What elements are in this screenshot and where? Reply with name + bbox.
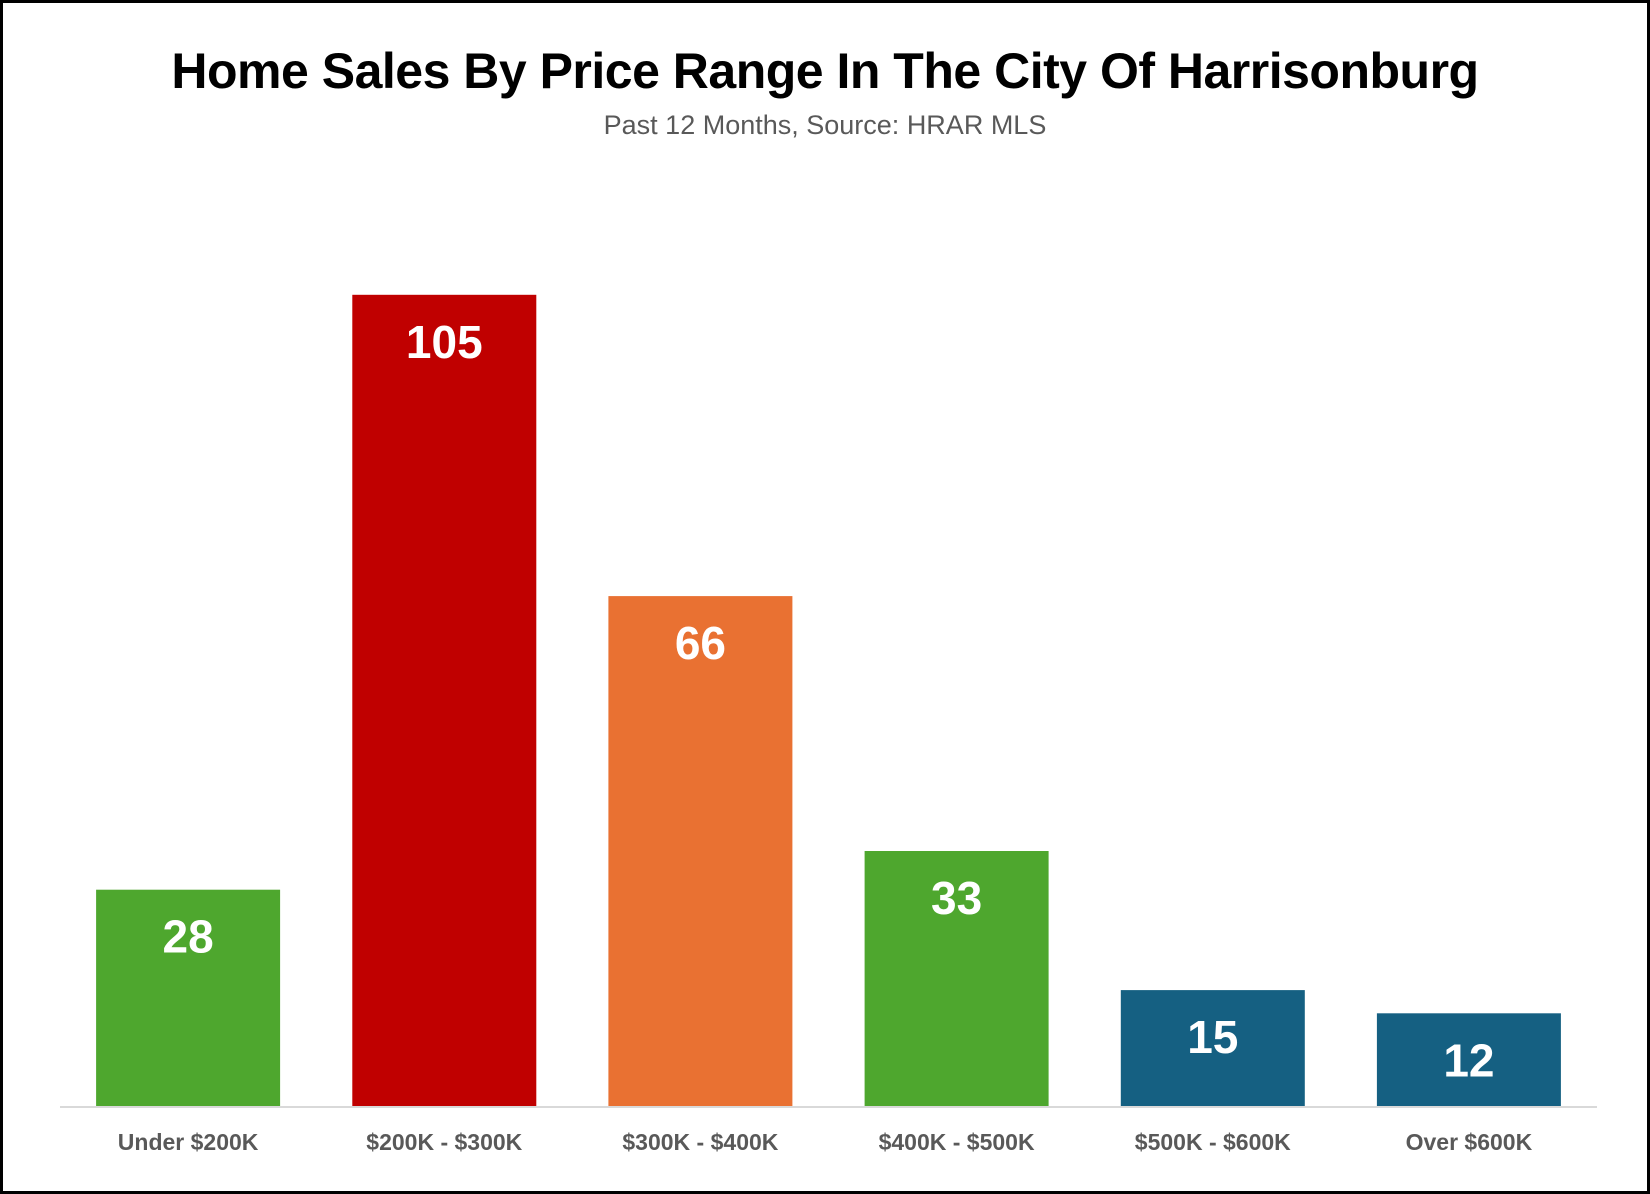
chart-subtitle: Past 12 Months, Source: HRAR MLS (603, 110, 1047, 140)
x-tick-label-1: Under $200K (118, 1129, 259, 1155)
bar-2 (352, 294, 537, 1106)
x-tick-label-4: $400K - $500K (879, 1129, 1035, 1155)
x-tick-label-6: Over $600K (1406, 1129, 1533, 1155)
x-tick-label-2: $200K - $300K (366, 1129, 522, 1155)
bar-1 (96, 889, 281, 1106)
chart-title: Home Sales By Price Range In The City Of… (171, 43, 1479, 99)
x-tick-labels: Under $200K $200K - $300K $300K - $400K $40… (118, 1129, 1533, 1155)
bar-5 (1120, 990, 1305, 1106)
data-label-1: 28 (163, 911, 214, 963)
data-label-5: 15 (1187, 1011, 1238, 1063)
data-label-3: 66 (675, 617, 726, 669)
data-label-2: 105 (406, 316, 483, 368)
bar-3 (608, 596, 793, 1106)
bar-4 (864, 851, 1049, 1106)
x-tick-label-5: $500K - $600K (1135, 1129, 1291, 1155)
bars-group: 28 105 66 33 15 12 (96, 294, 1561, 1106)
data-label-6: 12 (1443, 1034, 1494, 1086)
data-label-4: 33 (931, 872, 982, 924)
x-tick-label-3: $300K - $400K (622, 1129, 778, 1155)
bar-6 (1376, 1013, 1561, 1106)
